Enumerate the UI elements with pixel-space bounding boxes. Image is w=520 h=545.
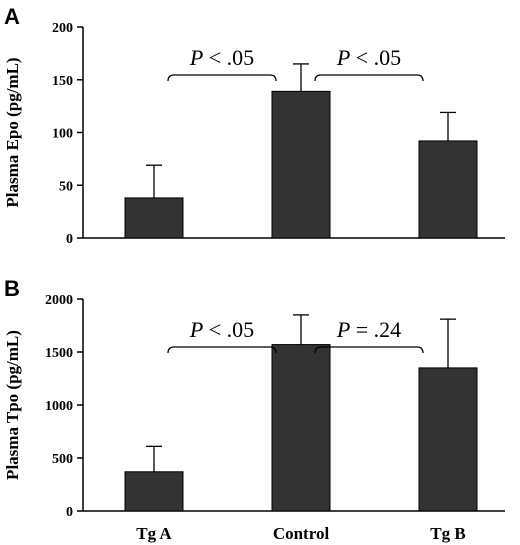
y-axis-label: Plasma Tpo (pg/mL) bbox=[3, 330, 22, 480]
y-tick-label: 2000 bbox=[45, 293, 73, 308]
bar-tg-b bbox=[418, 367, 478, 512]
y-tick-label: 1000 bbox=[45, 399, 73, 414]
panel-a: A Plasma Epo (pg/mL) 0 50 100 150 200 P < .05 P … bbox=[3, 4, 505, 247]
bar-tg-a bbox=[124, 197, 184, 239]
comparison-bracket bbox=[167, 346, 277, 354]
bar-tg-b bbox=[418, 140, 478, 239]
comparison-bracket bbox=[314, 346, 424, 354]
bar-tg-a bbox=[124, 471, 184, 512]
y-tick-label: 100 bbox=[52, 127, 73, 142]
bar-control bbox=[271, 90, 331, 239]
y-tick-label: 200 bbox=[52, 21, 73, 36]
x-category-label: Tg A bbox=[136, 524, 172, 543]
bar-control bbox=[271, 344, 331, 512]
y-tick-label: 0 bbox=[66, 505, 73, 520]
y-tick-label: 1500 bbox=[45, 346, 73, 361]
panel-letter: B bbox=[4, 276, 20, 301]
x-category-label: Tg B bbox=[430, 524, 465, 543]
comparison-bracket bbox=[167, 74, 277, 82]
p-value-label: P < .05 bbox=[189, 45, 254, 70]
p-value-label: P < .05 bbox=[336, 45, 401, 70]
y-tick-label: 0 bbox=[66, 232, 73, 247]
y-tick-label: 500 bbox=[52, 452, 73, 467]
panel-b: B Plasma Tpo (pg/mL) 0 500 1000 1500 2000 Tg A C… bbox=[3, 276, 505, 543]
x-category-label: Control bbox=[273, 524, 330, 543]
comparison-bracket bbox=[314, 74, 424, 82]
panel-letter: A bbox=[4, 4, 20, 29]
y-axis-label: Plasma Epo (pg/mL) bbox=[3, 57, 22, 207]
p-value-label: P < .05 bbox=[189, 317, 254, 342]
p-value-label: P = .24 bbox=[336, 317, 401, 342]
y-tick-label: 150 bbox=[52, 74, 73, 89]
y-tick-label: 50 bbox=[59, 179, 73, 194]
